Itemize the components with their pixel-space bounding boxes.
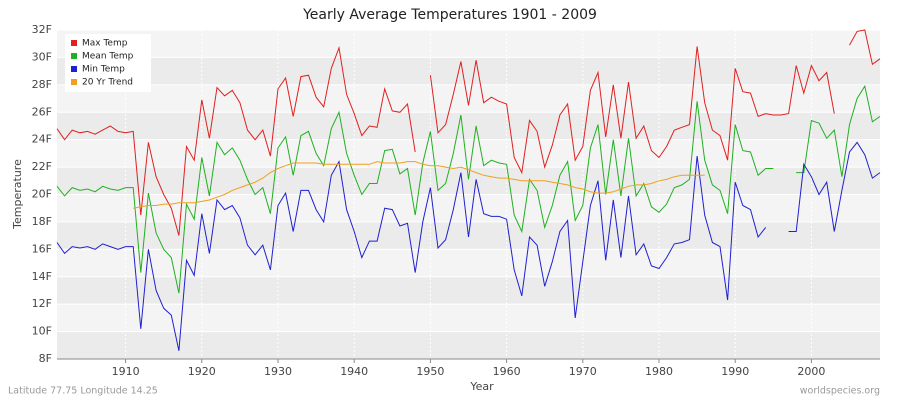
y-tick-label: 14F [32, 270, 52, 283]
chart-title: Yearly Average Temperatures 1901 - 2009 [302, 7, 597, 23]
line-series [56, 84, 881, 294]
band [57, 112, 880, 140]
band [57, 167, 880, 195]
legend-swatch [71, 53, 77, 59]
x-tick-label: 1970 [569, 365, 597, 378]
legend-label: 20 Yr Trend [82, 78, 133, 88]
x-tick-label: 2000 [797, 365, 825, 378]
x-tick-label: 1910 [112, 365, 140, 378]
y-tick-label: 12F [32, 297, 52, 310]
y-tick-label: 24F [32, 133, 52, 146]
legend-swatch [71, 66, 77, 72]
y-tick-label: 28F [32, 78, 52, 91]
y-tick-label: 20F [32, 188, 52, 201]
band [57, 57, 880, 85]
footnote: Latitude 77.75 Longitude 14.25 [8, 386, 158, 397]
y-tick-label: 18F [32, 215, 52, 228]
legend-swatch [71, 79, 77, 85]
x-tick-label: 1950 [416, 365, 444, 378]
band [57, 331, 880, 359]
legend: Max Temp Mean Temp Min Temp 20 Yr Trend [65, 34, 151, 92]
y-tick-label: 16F [32, 242, 52, 255]
x-axis-label: Year [469, 380, 494, 393]
y-tick-label: 32F [32, 23, 52, 36]
legend-label: Max Temp [82, 39, 128, 49]
x-tick-label: 1920 [188, 365, 216, 378]
legend-swatch [71, 40, 77, 46]
x-tick-label: 1940 [340, 365, 368, 378]
x-tick-label: 1990 [721, 365, 749, 378]
legend-label: Mean Temp [82, 52, 134, 62]
y-tick-label: 26F [32, 105, 52, 118]
y-tick-label: 30F [32, 50, 52, 63]
x-tick-label: 1960 [493, 365, 521, 378]
y-tick-label: 8F [39, 352, 52, 365]
band [57, 276, 880, 305]
line-series [133, 161, 705, 209]
line-series [56, 29, 881, 236]
y-tick-label: 22F [32, 160, 52, 173]
line-series [56, 141, 881, 351]
legend-box [65, 34, 151, 92]
legend-label: Min Temp [82, 65, 125, 75]
y-tick-label: 10F [32, 325, 52, 338]
source: worldspecies.org [800, 386, 880, 397]
y-axis-label: Temperature [11, 159, 24, 230]
x-tick-label: 1980 [645, 365, 673, 378]
x-tick-label: 1930 [264, 365, 292, 378]
